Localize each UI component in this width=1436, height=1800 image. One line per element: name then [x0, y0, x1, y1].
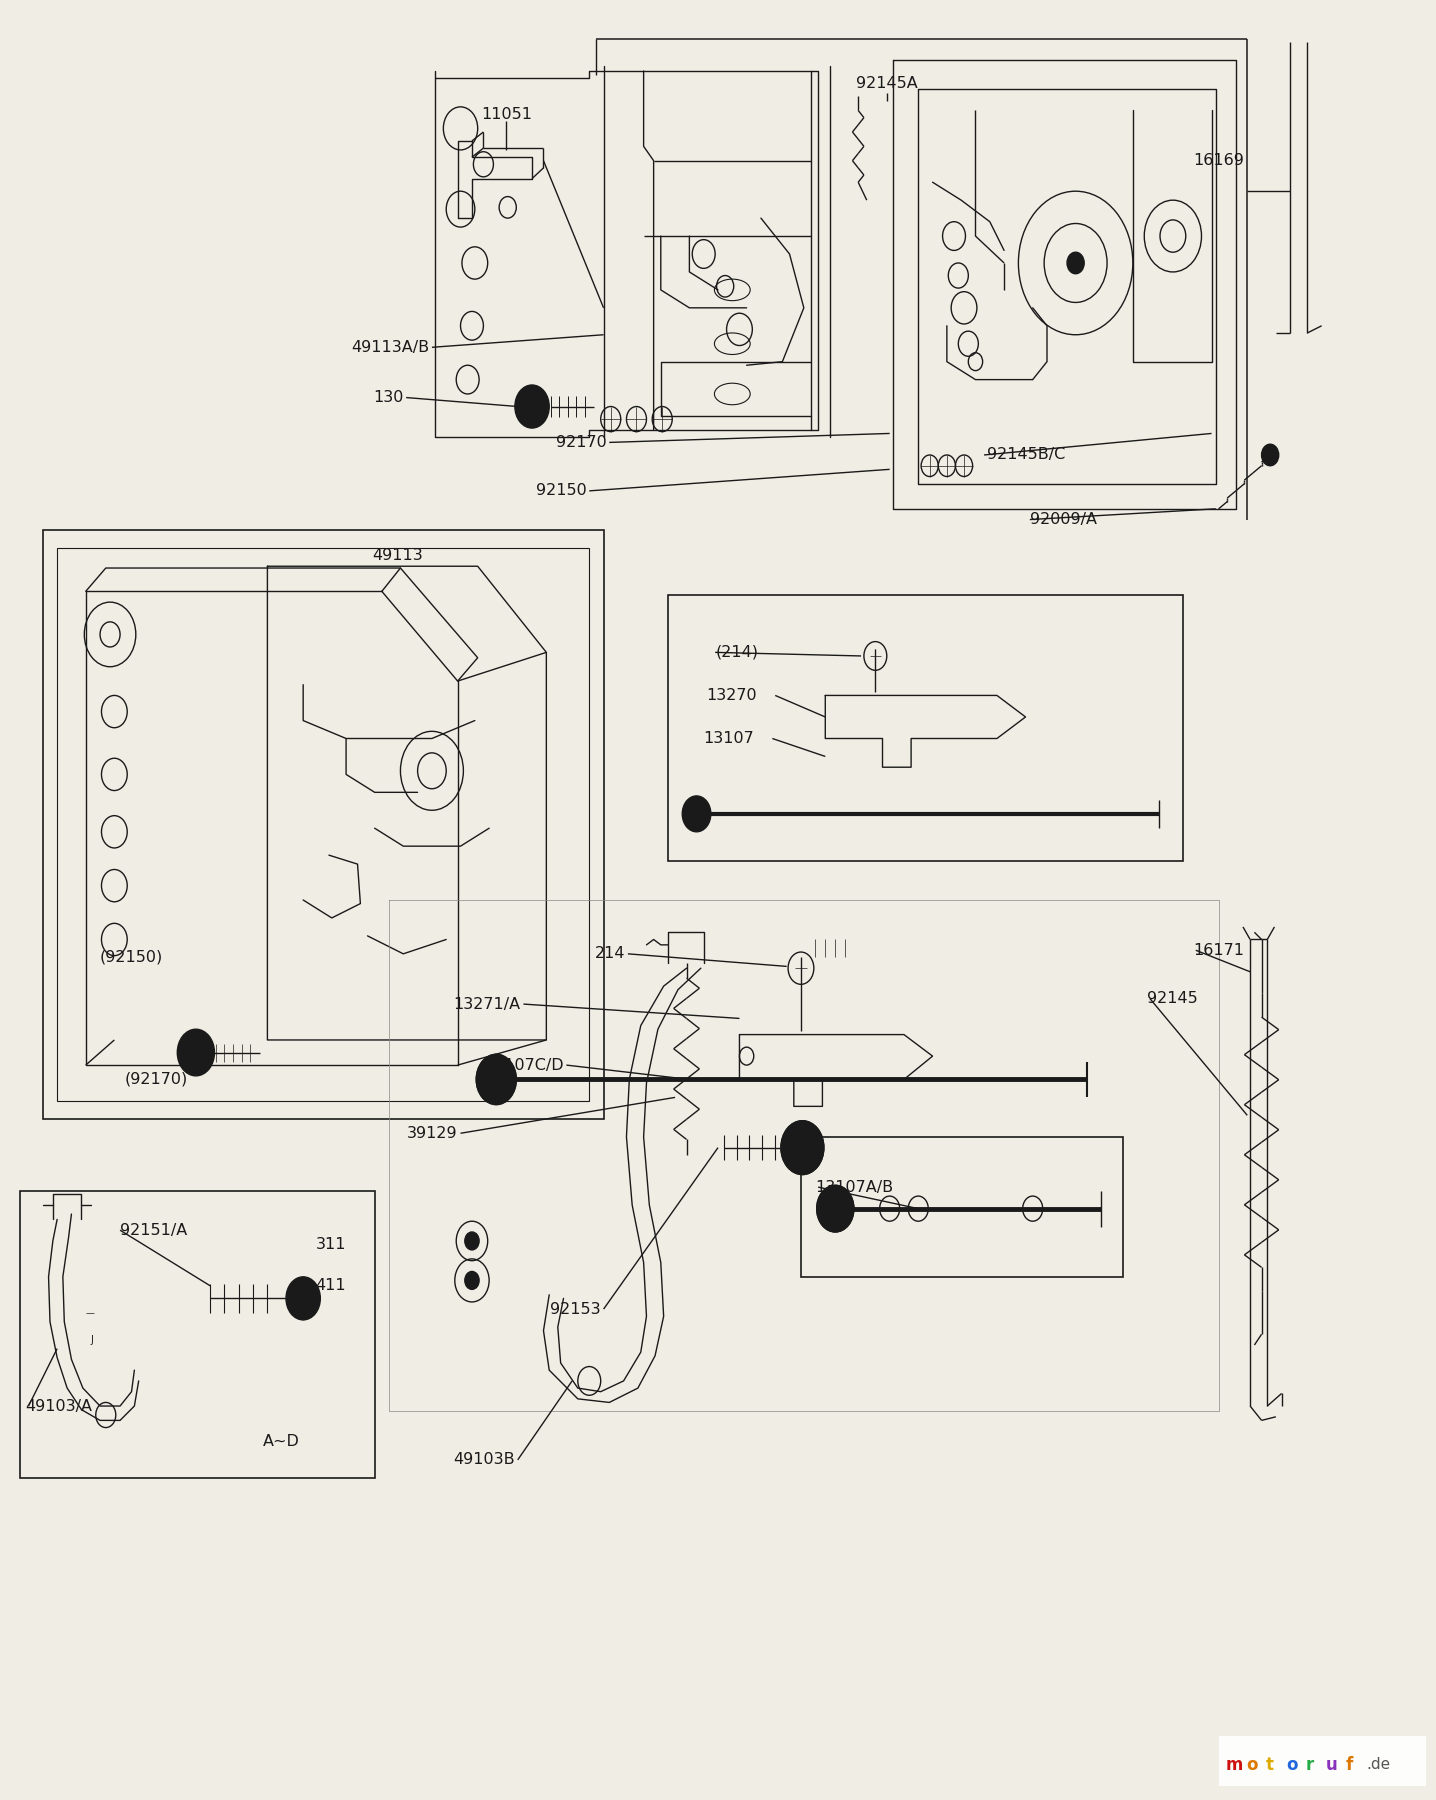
- Bar: [20, 1192, 375, 1478]
- Bar: [668, 596, 1183, 860]
- Text: (92170): (92170): [125, 1073, 188, 1087]
- Bar: [1219, 1737, 1426, 1786]
- Text: 49103B: 49103B: [454, 1453, 516, 1467]
- Text: 11051: 11051: [481, 106, 531, 122]
- Bar: [57, 549, 589, 1102]
- Text: 49103/A: 49103/A: [26, 1399, 93, 1413]
- Text: 13107: 13107: [704, 731, 754, 745]
- Text: A~D: A~D: [263, 1435, 300, 1449]
- Text: 13107A/B: 13107A/B: [816, 1179, 893, 1195]
- Text: 411: 411: [316, 1278, 346, 1294]
- Text: (92150): (92150): [101, 950, 164, 965]
- Text: 13271/A: 13271/A: [454, 997, 521, 1012]
- Bar: [43, 531, 603, 1120]
- Text: 49113: 49113: [372, 547, 422, 563]
- Text: 13270: 13270: [707, 688, 757, 704]
- Circle shape: [516, 385, 549, 428]
- Text: 214: 214: [595, 947, 625, 961]
- Circle shape: [817, 1186, 854, 1231]
- Text: 92150: 92150: [536, 484, 586, 499]
- Text: (214): (214): [715, 644, 758, 661]
- Text: 311: 311: [316, 1237, 346, 1253]
- Text: m: m: [1226, 1757, 1244, 1775]
- Circle shape: [286, 1276, 320, 1319]
- Circle shape: [465, 1231, 480, 1249]
- Text: 49113A/B: 49113A/B: [350, 340, 429, 355]
- Circle shape: [682, 796, 711, 832]
- Text: u: u: [1325, 1757, 1338, 1775]
- Text: o: o: [1246, 1757, 1258, 1775]
- Text: t: t: [1267, 1757, 1274, 1775]
- Text: 16169: 16169: [1193, 153, 1244, 167]
- Text: 39129: 39129: [406, 1125, 458, 1141]
- Circle shape: [465, 1271, 480, 1289]
- Text: .de: .de: [1366, 1757, 1390, 1773]
- Circle shape: [781, 1121, 824, 1175]
- Text: f: f: [1346, 1757, 1353, 1775]
- Circle shape: [1067, 252, 1084, 274]
- Circle shape: [477, 1055, 517, 1105]
- Text: 92009/A: 92009/A: [1030, 511, 1097, 527]
- Text: 92145A: 92145A: [856, 76, 918, 92]
- Text: o: o: [1285, 1757, 1297, 1775]
- Text: r: r: [1305, 1757, 1314, 1775]
- Text: 130: 130: [373, 391, 404, 405]
- Text: 92153: 92153: [550, 1301, 600, 1316]
- Text: J: J: [90, 1334, 93, 1345]
- Circle shape: [177, 1030, 214, 1076]
- Text: 92145B/C: 92145B/C: [987, 448, 1066, 463]
- Text: 16171: 16171: [1193, 943, 1244, 958]
- Text: 92151/A: 92151/A: [121, 1222, 187, 1238]
- Text: 92170: 92170: [556, 436, 606, 450]
- Circle shape: [1262, 445, 1278, 466]
- Bar: [801, 1138, 1123, 1276]
- Text: 92145: 92145: [1147, 992, 1198, 1006]
- Text: 13107C/D: 13107C/D: [484, 1058, 563, 1073]
